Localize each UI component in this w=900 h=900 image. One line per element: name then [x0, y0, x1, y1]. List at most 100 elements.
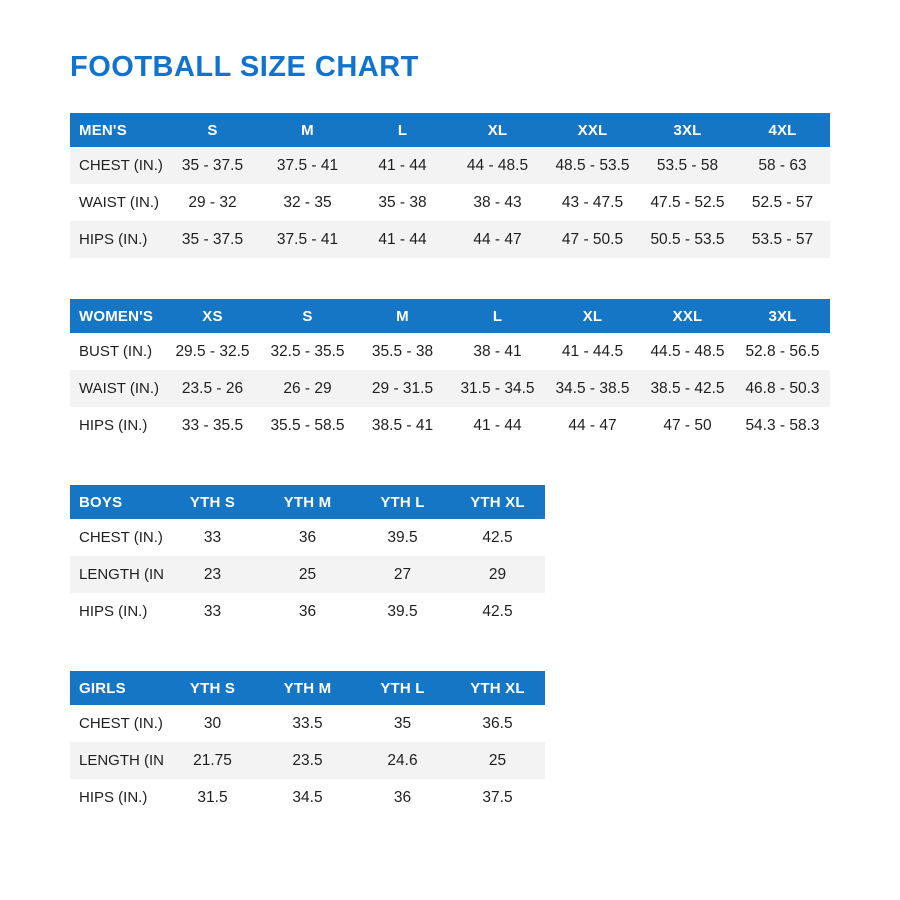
- size-column-header: XL: [545, 299, 640, 333]
- measurement-row: LENGTH (IN.) 23 25 27 29: [70, 556, 545, 593]
- table-title-cell: WOMEN'S: [70, 299, 165, 333]
- measurement-row: HIPS (IN.) 35 - 37.5 37.5 - 41 41 - 44 44 - …: [70, 221, 830, 258]
- row-label: CHEST (IN.): [70, 147, 165, 184]
- size-column-header: L: [355, 113, 450, 147]
- row-label: LENGTH (IN.): [70, 556, 165, 593]
- row-label: WAIST (IN.): [70, 370, 165, 407]
- size-value: 29: [450, 556, 545, 593]
- size-column-header: YTH XL: [450, 485, 545, 519]
- measurement-row: HIPS (IN.) 33 36 39.5 42.5: [70, 593, 545, 630]
- size-value: 52.5 - 57: [751, 193, 814, 211]
- size-value: 29 - 32: [188, 193, 237, 211]
- size-column-header: YTH S: [165, 671, 260, 705]
- size-column-header: YTH L: [355, 671, 450, 705]
- size-value: 44 - 47: [450, 221, 545, 258]
- size-column-header: M: [355, 299, 450, 333]
- header-row: WOMEN'S XS S M L XL XXL 3XL: [70, 299, 830, 333]
- size-value: 39.5: [387, 528, 418, 546]
- measurement-row: BUST (IN.) 29.5 - 32.5 32.5 - 35.5 35.5 - 3…: [70, 333, 830, 370]
- row-label: HIPS (IN.): [79, 417, 148, 434]
- table-title-cell: MEN'S: [70, 113, 165, 147]
- size-value: 25: [260, 556, 355, 593]
- size-value: 38 - 41: [473, 342, 522, 360]
- size-value: 47 - 50.5: [545, 221, 640, 258]
- size-value: 30: [203, 714, 222, 732]
- size-value: 41 - 44.5: [561, 342, 624, 360]
- size-value: 27: [355, 556, 450, 593]
- size-value: 52.8 - 56.5: [745, 342, 820, 360]
- size-value: 42.5: [482, 528, 513, 546]
- size-value: 32 - 35: [283, 193, 332, 211]
- size-value: 35 - 37.5: [165, 221, 260, 258]
- size-value: 23: [165, 556, 260, 593]
- size-column-header: 3XL: [735, 299, 830, 333]
- size-value: 33: [203, 602, 222, 620]
- size-value: 38 - 43: [473, 193, 522, 211]
- size-value: 41 - 44: [473, 416, 522, 434]
- size-value: 43 - 47.5: [561, 193, 624, 211]
- size-value: 37.5: [482, 788, 513, 806]
- size-column-header: YTH XL: [450, 671, 545, 705]
- size-value: 36: [393, 788, 412, 806]
- size-value: 34.5: [292, 788, 323, 806]
- size-column-header: YTH L: [355, 485, 450, 519]
- row-label: WAIST (IN.): [79, 194, 159, 211]
- size-value: 35.5 - 38: [371, 342, 434, 360]
- size-value: 39.5: [387, 602, 418, 620]
- header-row: MEN'S S M L XL XXL 3XL 4XL: [70, 113, 830, 147]
- size-value: 44.5 - 48.5: [650, 342, 725, 360]
- size-column-header: YTH M: [260, 485, 355, 519]
- size-tables: MEN'S S M L XL XXL 3XL 4XL CHEST (IN.) 35 - 37.5 3…: [70, 113, 830, 816]
- row-label: BUST (IN.): [79, 343, 153, 360]
- header-row: GIRLS YTH S YTH M YTH L YTH XL: [70, 671, 545, 705]
- size-value: 38.5 - 41: [371, 416, 434, 434]
- table-title-cell: BOYS: [70, 485, 165, 519]
- size-table-girls: GIRLS YTH S YTH M YTH L YTH XL CHEST (IN.) 30 3…: [70, 671, 545, 816]
- size-value: 32.5 - 35.5: [270, 342, 345, 360]
- size-value: 34.5 - 38.5: [545, 370, 640, 407]
- measurement-row: CHEST (IN.) 35 - 37.5 37.5 - 41 41 - 44 44 -…: [70, 147, 830, 184]
- size-value: 42.5: [482, 602, 513, 620]
- size-column-header: L: [450, 299, 545, 333]
- size-value: 29.5 - 32.5: [175, 342, 250, 360]
- size-value: 35 - 37.5: [165, 147, 260, 184]
- size-column-header: YTH S: [165, 485, 260, 519]
- size-value: 33: [203, 528, 222, 546]
- size-value: 37.5 - 41: [260, 221, 355, 258]
- size-value: 36.5: [482, 714, 513, 732]
- page-title: FOOTBALL SIZE CHART: [70, 51, 419, 83]
- measurement-row: WAIST (IN.) 23.5 - 26 26 - 29 29 - 31.5 31.5…: [70, 370, 830, 407]
- size-value: 33.5: [292, 714, 323, 732]
- size-column-header: 4XL: [735, 113, 830, 147]
- size-table-mens: MEN'S S M L XL XXL 3XL 4XL CHEST (IN.) 35 - 37.5 3…: [70, 113, 830, 258]
- row-label: HIPS (IN.): [70, 221, 165, 258]
- size-table-boys: BOYS YTH S YTH M YTH L YTH XL CHEST (IN.) 33 36…: [70, 485, 545, 630]
- size-value: 23.5: [260, 742, 355, 779]
- size-value: 46.8 - 50.3: [735, 370, 830, 407]
- size-value: 47.5 - 52.5: [650, 193, 725, 211]
- size-value: 35: [393, 714, 412, 732]
- size-value: 44 - 48.5: [450, 147, 545, 184]
- measurement-row: LENGTH (IN.) 21.75 23.5 24.6 25: [70, 742, 545, 779]
- size-value: 25: [450, 742, 545, 779]
- size-column-header: XL: [450, 113, 545, 147]
- size-column-header: M: [260, 113, 355, 147]
- size-value: 58 - 63: [735, 147, 830, 184]
- size-table-womens: WOMEN'S XS S M L XL XXL 3XL BUST (IN.) 29.5 - 32.…: [70, 299, 830, 444]
- size-value: 33 - 35.5: [181, 416, 244, 434]
- size-column-header: XS: [165, 299, 260, 333]
- row-label: CHEST (IN.): [79, 529, 163, 546]
- size-column-header: YTH M: [260, 671, 355, 705]
- size-value: 31.5: [197, 788, 228, 806]
- size-value: 31.5 - 34.5: [450, 370, 545, 407]
- size-value: 44 - 47: [568, 416, 617, 434]
- size-value: 41 - 44: [355, 147, 450, 184]
- measurement-row: HIPS (IN.) 33 - 35.5 35.5 - 58.5 38.5 - 41 4…: [70, 407, 830, 444]
- row-label: HIPS (IN.): [79, 603, 148, 620]
- size-value: 35 - 38: [378, 193, 427, 211]
- row-label: HIPS (IN.): [79, 789, 148, 806]
- size-value: 29 - 31.5: [355, 370, 450, 407]
- size-column-header: 3XL: [640, 113, 735, 147]
- row-label: LENGTH (IN.): [70, 742, 165, 779]
- measurement-row: CHEST (IN.) 33 36 39.5 42.5: [70, 519, 545, 556]
